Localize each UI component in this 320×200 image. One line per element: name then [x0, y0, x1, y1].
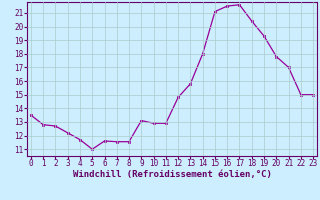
X-axis label: Windchill (Refroidissement éolien,°C): Windchill (Refroidissement éolien,°C) — [73, 170, 271, 179]
